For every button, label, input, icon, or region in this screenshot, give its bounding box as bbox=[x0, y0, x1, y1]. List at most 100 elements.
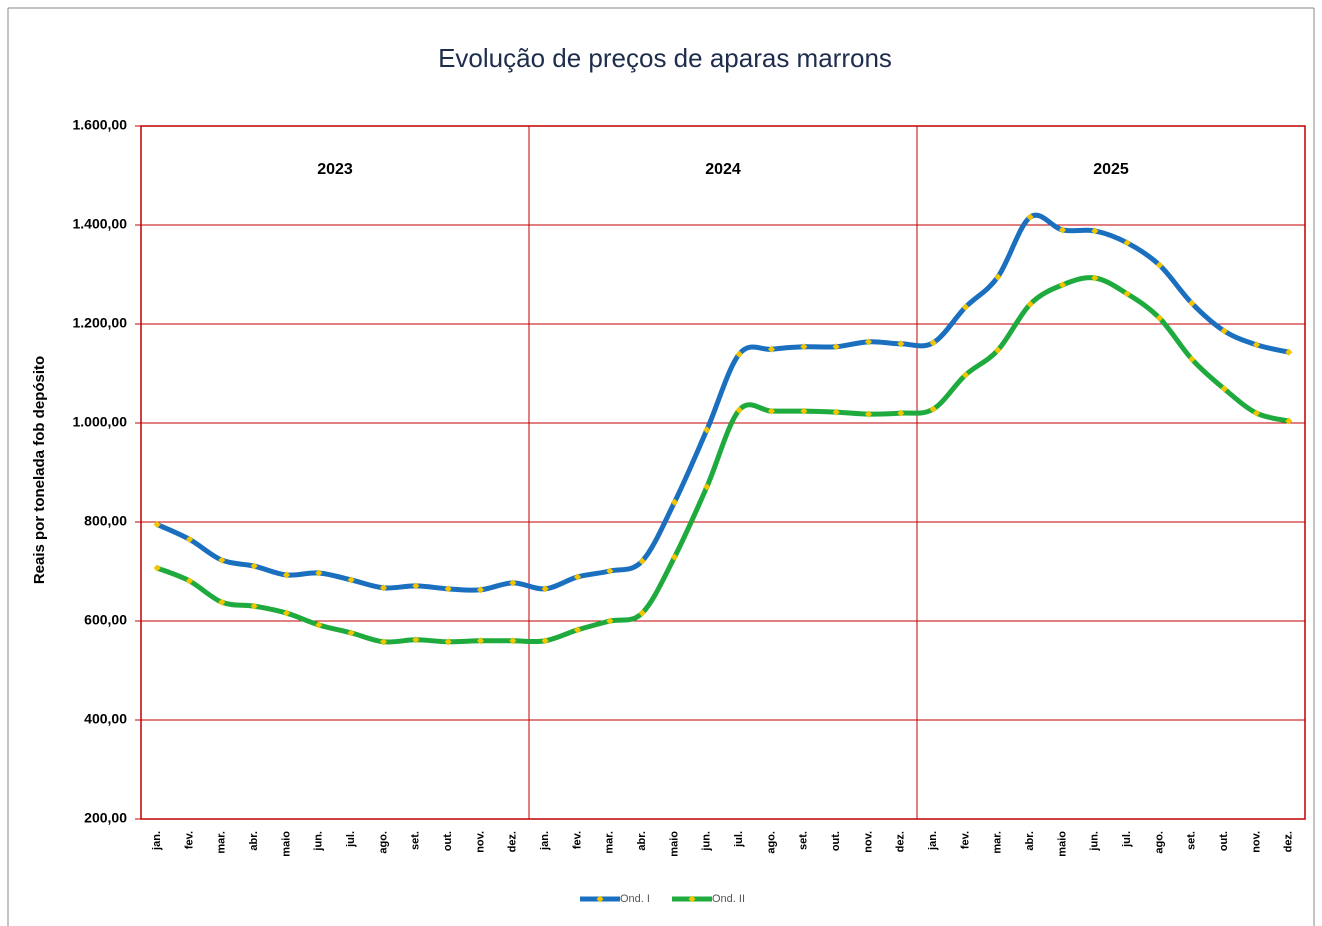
y-tick-label: 1.600,00 bbox=[73, 117, 128, 133]
data-point bbox=[379, 584, 388, 592]
x-tick-label: jun. bbox=[701, 831, 713, 852]
data-point bbox=[832, 408, 840, 416]
data-point bbox=[185, 577, 194, 585]
data-point bbox=[832, 343, 840, 351]
data-point bbox=[444, 585, 452, 593]
x-tick-label: abr. bbox=[248, 831, 260, 851]
data-point bbox=[509, 579, 517, 587]
data-point bbox=[347, 576, 355, 584]
y-tick-label: 200,00 bbox=[84, 810, 127, 826]
legend-label: Ond. I bbox=[620, 893, 650, 905]
data-point bbox=[476, 637, 485, 645]
x-tick-label: ago. bbox=[377, 831, 389, 854]
x-tick-label: set. bbox=[798, 831, 810, 850]
data-point bbox=[476, 586, 485, 594]
x-tick-label: mar. bbox=[992, 831, 1004, 854]
y-tick-label: 1.200,00 bbox=[73, 315, 128, 331]
x-tick-label: out. bbox=[442, 831, 454, 851]
y-axis-label: Reais por tonelada fob depósito bbox=[31, 356, 48, 584]
data-point bbox=[379, 638, 388, 646]
x-tick-label: out. bbox=[1218, 831, 1230, 851]
data-point bbox=[929, 405, 937, 413]
data-point bbox=[994, 346, 1002, 354]
series-line bbox=[156, 275, 1290, 645]
data-point bbox=[606, 617, 614, 625]
data-point bbox=[897, 340, 905, 348]
data-point bbox=[670, 498, 679, 506]
data-point bbox=[573, 626, 582, 634]
series-line bbox=[156, 212, 1290, 593]
data-point bbox=[994, 273, 1002, 281]
x-tick-label: set. bbox=[1186, 831, 1198, 850]
data-point bbox=[541, 585, 549, 593]
x-tick-label: jan. bbox=[151, 831, 163, 851]
data-point bbox=[735, 350, 743, 358]
x-tick-label: mar. bbox=[604, 831, 616, 854]
x-tick-label: fev. bbox=[959, 831, 971, 849]
data-point bbox=[703, 483, 711, 491]
x-tick-label: ago. bbox=[1153, 831, 1165, 854]
data-point bbox=[218, 556, 226, 564]
data-point bbox=[800, 407, 808, 415]
x-tick-label: fev. bbox=[571, 831, 583, 849]
legend-marker bbox=[688, 895, 696, 903]
x-tick-label: abr. bbox=[636, 831, 648, 851]
data-point bbox=[541, 637, 549, 645]
plot-border bbox=[140, 125, 1306, 820]
x-tick-label: dez. bbox=[1283, 831, 1295, 852]
y-tick-label: 800,00 bbox=[84, 513, 127, 529]
data-point bbox=[282, 609, 291, 617]
data-point bbox=[412, 636, 420, 644]
x-tick-label: fev. bbox=[183, 831, 195, 849]
data-point bbox=[315, 621, 323, 629]
y-tick-label: 400,00 bbox=[84, 711, 127, 727]
chart-title: Evolução de preços de aparas marrons bbox=[438, 43, 892, 73]
data-point bbox=[509, 637, 517, 645]
x-tick-label: nov. bbox=[1250, 831, 1262, 853]
data-point bbox=[218, 598, 226, 606]
x-tick-label: jul. bbox=[345, 831, 357, 848]
data-point bbox=[347, 629, 355, 637]
y-tick-label: 1.000,00 bbox=[73, 414, 128, 430]
x-tick-label: nov. bbox=[862, 831, 874, 853]
data-point bbox=[897, 409, 905, 417]
data-point bbox=[185, 535, 194, 543]
x-tick-label: jul. bbox=[733, 831, 745, 848]
x-tick-label: set. bbox=[410, 831, 422, 850]
x-tick-label: maio bbox=[1056, 831, 1068, 857]
y-tick-label: 600,00 bbox=[84, 612, 127, 628]
data-point bbox=[153, 520, 161, 529]
data-point bbox=[606, 567, 614, 575]
data-point bbox=[638, 609, 646, 617]
data-point bbox=[315, 569, 323, 577]
data-point bbox=[767, 407, 776, 415]
x-tick-label: mar. bbox=[216, 831, 228, 854]
x-tick-label: jun. bbox=[313, 831, 325, 852]
data-point bbox=[864, 338, 873, 346]
data-point bbox=[250, 602, 258, 610]
data-point bbox=[670, 553, 679, 561]
data-point bbox=[961, 371, 970, 379]
x-tick-label: dez. bbox=[507, 831, 519, 852]
data-point bbox=[864, 410, 873, 418]
data-point bbox=[735, 406, 743, 414]
data-point bbox=[250, 562, 258, 570]
data-point bbox=[282, 571, 291, 579]
legend-marker bbox=[596, 895, 604, 903]
x-tick-label: out. bbox=[830, 831, 842, 851]
x-tick-label: abr. bbox=[1024, 831, 1036, 851]
data-point bbox=[638, 557, 646, 565]
data-point bbox=[573, 573, 582, 581]
year-label: 2024 bbox=[705, 161, 741, 178]
data-point bbox=[800, 343, 808, 351]
x-tick-label: jul. bbox=[1121, 831, 1133, 848]
data-point bbox=[767, 345, 776, 353]
x-tick-label: ago. bbox=[765, 831, 777, 854]
x-tick-label: nov. bbox=[474, 831, 486, 853]
x-tick-label: maio bbox=[668, 831, 680, 857]
x-tick-label: jan. bbox=[927, 831, 939, 851]
x-tick-label: jun. bbox=[1089, 831, 1101, 852]
data-point bbox=[412, 582, 420, 590]
data-point bbox=[444, 638, 452, 646]
